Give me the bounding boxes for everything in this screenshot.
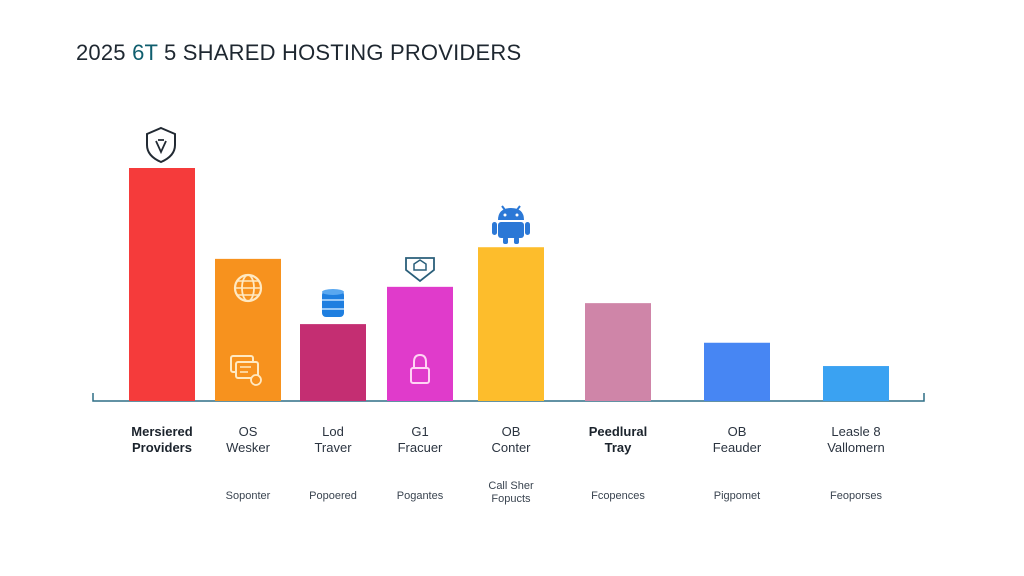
bar-1 xyxy=(129,168,195,401)
shield-icon xyxy=(146,126,176,164)
category-label-line: Providers xyxy=(132,440,192,455)
category-label-line: OS xyxy=(238,424,258,439)
bar-6 xyxy=(585,303,651,401)
category-label-2: OS Wesker xyxy=(193,424,303,456)
category-label-line: Vallomern xyxy=(827,440,885,455)
sub-label-6: Fcopences xyxy=(591,490,645,502)
sub-label-5: Call Sher Fopucts xyxy=(488,480,534,505)
category-label-line: G1 xyxy=(411,424,429,439)
sub-label-8: Feoporses xyxy=(830,490,882,502)
title-rest: 5 SHARED HOSTING PROVIDERS xyxy=(157,40,522,65)
title-prefix: 2025 xyxy=(76,40,133,65)
globe-icon xyxy=(233,273,263,303)
category-label-line: Leasle 8 xyxy=(831,424,881,439)
sub-label-7: Pigpomet xyxy=(713,490,761,502)
category-label-5: OB Conter xyxy=(456,424,566,456)
sub-label-3: Popoered xyxy=(309,490,357,502)
category-label-line: Fracuer xyxy=(397,440,443,455)
category-label-line: Lod xyxy=(322,424,344,439)
bar-8 xyxy=(823,366,889,401)
category-label-line: Traver xyxy=(314,440,352,455)
chart-title: 2025 6T 5 SHARED HOSTING PROVIDERS xyxy=(76,40,521,66)
bar-2 xyxy=(215,258,281,401)
sub-label-2: Soponter xyxy=(225,490,271,502)
bar-7 xyxy=(704,342,770,401)
bar-3 xyxy=(300,324,366,401)
document-icon xyxy=(230,355,262,386)
location-pin-icon xyxy=(405,257,435,283)
bar-5 xyxy=(478,247,544,401)
category-label-8: Leasle 8 Vallomern xyxy=(801,424,911,456)
category-label-line: OB xyxy=(501,424,521,439)
category-label-line: Tray xyxy=(604,440,632,455)
category-label-4: G1 Fracuer xyxy=(365,424,475,456)
category-label-line: OB xyxy=(727,424,747,439)
database-icon xyxy=(322,289,344,317)
bar-4 xyxy=(387,286,453,401)
category-label-line: Conter xyxy=(491,440,531,455)
category-label-line: Wesker xyxy=(226,440,270,455)
category-label-6: Peedlural Tray xyxy=(563,424,673,456)
category-label-line: Peedlural xyxy=(588,424,648,439)
category-label-7: OB Feauder xyxy=(682,424,792,456)
category-label-3: Lod Traver xyxy=(278,424,388,456)
sub-label-4: Pogantes xyxy=(396,490,444,502)
category-label-1: Mersiered Providers xyxy=(107,424,217,456)
android-icon xyxy=(492,205,530,244)
category-label-line: Mersiered xyxy=(131,424,193,439)
title-accent: 6T xyxy=(132,40,158,65)
lock-icon xyxy=(410,353,430,384)
category-label-line: Feauder xyxy=(712,440,762,455)
